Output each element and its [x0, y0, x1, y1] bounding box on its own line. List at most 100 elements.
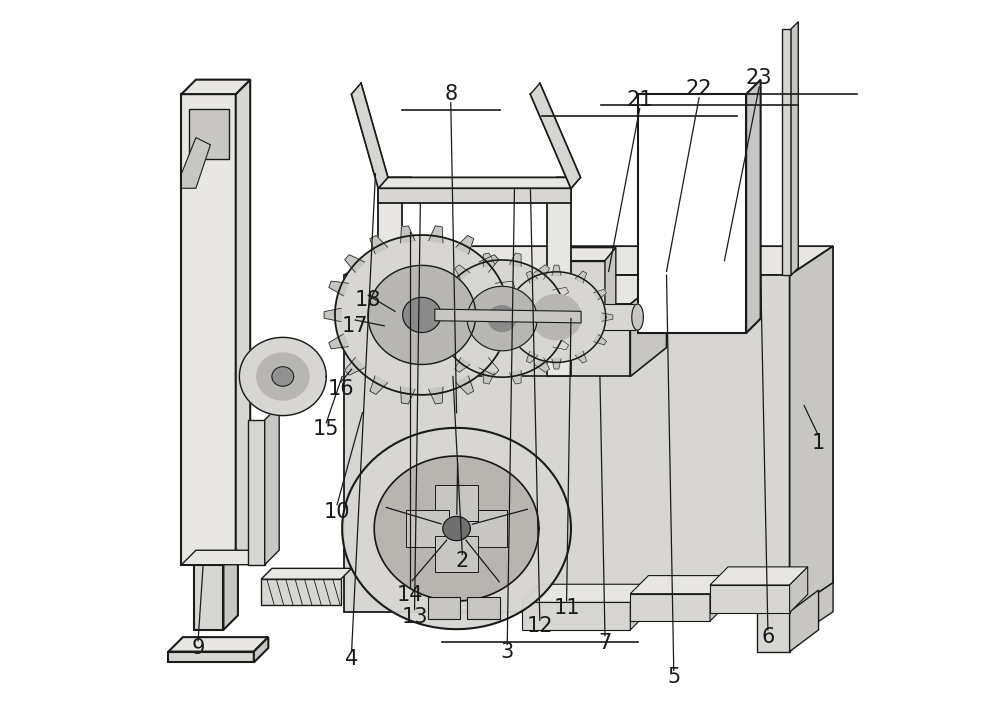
Text: 14: 14: [396, 585, 423, 605]
Polygon shape: [378, 188, 402, 376]
Text: 8: 8: [444, 84, 457, 104]
Polygon shape: [526, 351, 538, 363]
Text: 4: 4: [345, 649, 358, 669]
Polygon shape: [581, 304, 638, 330]
Polygon shape: [435, 309, 581, 323]
Polygon shape: [378, 177, 580, 188]
Polygon shape: [479, 255, 499, 272]
Text: 7: 7: [598, 633, 612, 653]
Polygon shape: [630, 576, 728, 594]
Polygon shape: [435, 485, 478, 521]
Polygon shape: [223, 550, 238, 630]
Polygon shape: [168, 637, 268, 652]
Polygon shape: [575, 351, 587, 363]
Text: 1: 1: [812, 433, 825, 453]
Text: 12: 12: [527, 616, 553, 636]
Polygon shape: [553, 287, 569, 300]
Polygon shape: [168, 652, 254, 662]
Polygon shape: [429, 387, 443, 404]
Text: 23: 23: [746, 68, 772, 88]
Polygon shape: [554, 261, 605, 319]
Text: 11: 11: [553, 598, 580, 618]
Polygon shape: [345, 358, 365, 375]
Polygon shape: [329, 334, 348, 349]
Polygon shape: [790, 567, 808, 613]
Polygon shape: [630, 275, 667, 376]
Polygon shape: [638, 94, 746, 333]
Polygon shape: [377, 304, 630, 376]
Polygon shape: [500, 313, 511, 321]
Polygon shape: [443, 516, 470, 541]
Polygon shape: [261, 579, 341, 605]
Polygon shape: [324, 308, 341, 321]
Polygon shape: [495, 334, 515, 349]
Text: 5: 5: [667, 667, 680, 687]
Polygon shape: [248, 420, 265, 565]
Polygon shape: [790, 246, 833, 612]
Text: 9: 9: [191, 638, 205, 658]
Polygon shape: [455, 265, 470, 279]
Polygon shape: [378, 188, 571, 203]
Polygon shape: [632, 304, 643, 330]
Polygon shape: [378, 177, 412, 188]
Polygon shape: [630, 584, 648, 630]
Polygon shape: [710, 567, 808, 585]
Text: 16: 16: [327, 379, 354, 399]
Polygon shape: [467, 286, 537, 351]
Polygon shape: [181, 80, 250, 94]
Text: 10: 10: [324, 502, 350, 522]
Polygon shape: [265, 405, 279, 565]
Polygon shape: [503, 308, 519, 321]
Polygon shape: [561, 313, 575, 324]
Polygon shape: [368, 266, 476, 364]
Polygon shape: [257, 353, 309, 400]
Polygon shape: [401, 226, 415, 243]
Polygon shape: [554, 248, 616, 261]
Polygon shape: [506, 290, 519, 300]
Text: 18: 18: [355, 290, 381, 311]
Polygon shape: [547, 188, 571, 376]
Text: 13: 13: [401, 607, 428, 627]
Polygon shape: [456, 235, 474, 254]
Polygon shape: [455, 358, 470, 372]
Polygon shape: [605, 248, 616, 319]
Polygon shape: [430, 313, 443, 324]
Polygon shape: [790, 583, 833, 641]
Polygon shape: [403, 298, 441, 332]
Polygon shape: [483, 253, 495, 266]
Polygon shape: [547, 177, 580, 188]
Polygon shape: [181, 94, 236, 565]
Polygon shape: [510, 371, 521, 384]
Text: 22: 22: [686, 79, 712, 99]
Text: 21: 21: [626, 90, 653, 110]
Polygon shape: [464, 510, 507, 547]
Polygon shape: [534, 265, 550, 279]
Polygon shape: [530, 83, 580, 188]
Polygon shape: [436, 337, 452, 350]
Polygon shape: [593, 290, 606, 300]
Polygon shape: [335, 235, 509, 395]
Polygon shape: [532, 295, 581, 340]
Polygon shape: [329, 281, 348, 296]
Polygon shape: [435, 536, 478, 572]
Polygon shape: [746, 80, 761, 333]
Polygon shape: [436, 287, 452, 300]
Polygon shape: [522, 602, 630, 630]
Polygon shape: [401, 387, 415, 404]
Polygon shape: [370, 376, 388, 395]
Polygon shape: [406, 510, 449, 547]
Polygon shape: [344, 246, 833, 275]
Polygon shape: [479, 358, 499, 375]
Polygon shape: [272, 367, 294, 386]
Polygon shape: [344, 275, 790, 612]
Polygon shape: [553, 337, 569, 350]
Polygon shape: [370, 235, 388, 254]
Polygon shape: [507, 272, 606, 363]
Polygon shape: [236, 80, 250, 565]
Polygon shape: [506, 334, 519, 345]
Polygon shape: [495, 281, 515, 296]
Polygon shape: [428, 597, 460, 619]
Polygon shape: [526, 271, 538, 283]
Polygon shape: [522, 584, 648, 602]
Polygon shape: [552, 359, 561, 369]
